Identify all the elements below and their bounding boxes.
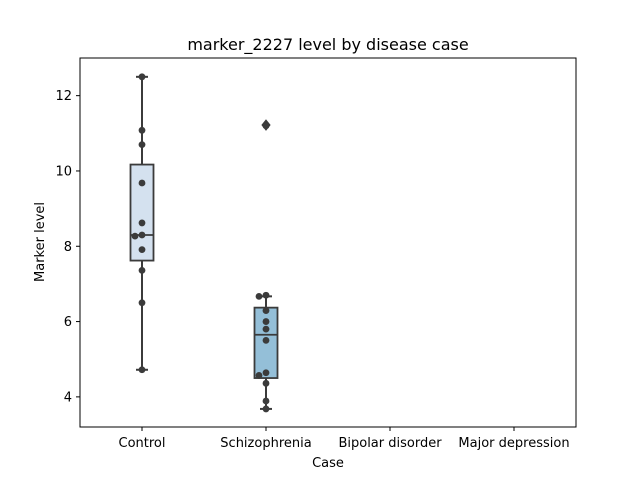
data-point: [262, 379, 270, 387]
data-point: [138, 219, 146, 227]
chart-title: marker_2227 level by disease case: [187, 35, 468, 55]
x-tick-label: Control: [119, 436, 166, 451]
data-point: [262, 336, 270, 344]
data-point: [255, 292, 263, 300]
box-schizophrenia: [253, 119, 279, 410]
y-axis-label: Marker level: [33, 202, 48, 282]
data-point: [262, 318, 270, 325]
x-tick-label: Major depression: [458, 436, 569, 451]
plot-frame: [79, 57, 577, 428]
y-tick-label: 12: [55, 89, 72, 104]
box-body: [129, 163, 155, 262]
x-axis-label: Case: [312, 456, 344, 471]
data-point: [138, 299, 146, 307]
y-tick-label: 8: [64, 240, 72, 255]
data-point: [138, 126, 146, 134]
data-point: [138, 141, 146, 149]
data-point: [138, 366, 146, 374]
data-point: [262, 397, 270, 405]
data-point: [138, 266, 146, 274]
points-control: [131, 73, 146, 374]
data-point: [262, 307, 270, 315]
data-point: [138, 246, 146, 254]
x-tick-label: Schizophrenia: [220, 436, 311, 451]
data-point: [262, 325, 270, 333]
data-point: [262, 405, 270, 413]
data-point: [138, 73, 146, 81]
x-tick-label: Bipolar disorder: [338, 436, 442, 451]
y-tick-label: 4: [64, 390, 72, 405]
data-point: [138, 231, 146, 239]
data-point: [262, 291, 270, 299]
data-point: [138, 179, 146, 187]
y-tick-label: 6: [64, 315, 72, 330]
data-point: [262, 369, 270, 377]
data-point: [262, 122, 270, 130]
data-point: [131, 232, 139, 240]
points-schizophrenia: [255, 122, 270, 413]
data-point: [255, 372, 263, 379]
y-tick-label: 10: [55, 164, 72, 179]
